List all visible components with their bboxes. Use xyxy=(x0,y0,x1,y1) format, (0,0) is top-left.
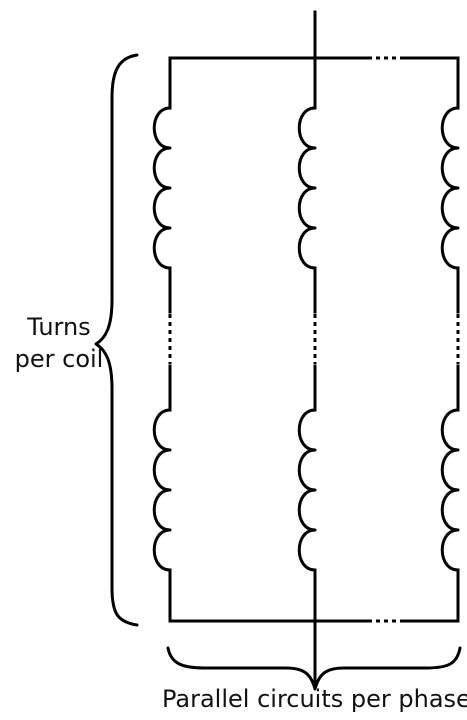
parallel-brace xyxy=(166,646,462,691)
parallel-branches xyxy=(152,56,460,623)
branch-1-upper-coil xyxy=(152,106,172,270)
parallel-circuits-label: Parallel circuits per phase xyxy=(162,685,467,713)
branch-3-upper-coil xyxy=(440,106,460,270)
branch-3-lower-coil xyxy=(440,408,460,572)
turns-per-coil-label: Turns per coil xyxy=(8,311,110,375)
branch-2-upper-coil xyxy=(297,106,317,270)
branch-2-lower-coil xyxy=(297,408,317,572)
branch-1-lower-coil xyxy=(152,408,172,572)
turns-label-line-2: per coil xyxy=(14,345,104,373)
turns-label-line-1: Turns xyxy=(27,313,91,341)
turns-brace xyxy=(94,53,139,627)
